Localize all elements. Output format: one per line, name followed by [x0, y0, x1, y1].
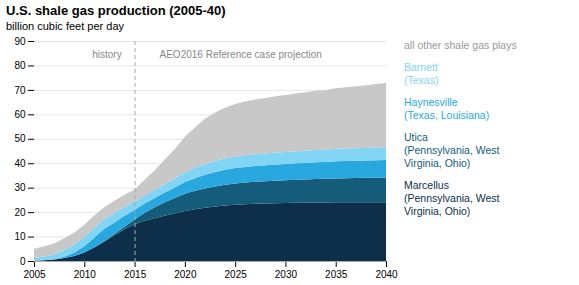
svg-text:2005: 2005 — [23, 269, 46, 280]
html-text:Haynesville (Texas, Louisiana): Haynesville (Texas, Louisiana) — [404, 96, 490, 121]
svg-text:70: 70 — [14, 85, 26, 96]
html-text:all other shale gas plays: all other shale gas plays — [404, 39, 517, 51]
html-text:Marcellus (Pennsylvania, West: Marcellus (Pennsylvania, West Virginia, … — [404, 179, 500, 217]
svg-text:30: 30 — [14, 182, 26, 193]
svg-text:2035: 2035 — [325, 269, 348, 280]
svg-text:2020: 2020 — [174, 269, 197, 280]
svg-text:0: 0 — [20, 256, 26, 267]
svg-text:2010: 2010 — [74, 269, 97, 280]
svg-text:10: 10 — [14, 231, 26, 242]
html-text:billion cubic feet per day: billion cubic feet per day — [6, 20, 124, 32]
html-text:Utica (Pennsylvania, West Virg: Utica (Pennsylvania, West Virginia, Ohio… — [404, 131, 500, 169]
svg-text:2025: 2025 — [225, 269, 248, 280]
svg-text:60: 60 — [14, 109, 26, 120]
svg-text:20: 20 — [14, 207, 26, 218]
svg-text:2030: 2030 — [275, 269, 298, 280]
svg-text:2040: 2040 — [375, 269, 398, 280]
svg-text:history: history — [92, 49, 121, 60]
svg-text:80: 80 — [14, 60, 26, 71]
html-text:U.S. shale gas production (200: U.S. shale gas production (2005-40) — [6, 3, 226, 18]
svg-text:2015: 2015 — [124, 269, 147, 280]
svg-text:AEO2016 Reference case project: AEO2016 Reference case projection — [160, 49, 322, 60]
svg-text:40: 40 — [14, 158, 26, 169]
svg-text:50: 50 — [14, 133, 26, 144]
svg-text:90: 90 — [14, 36, 26, 47]
html-text:Barnett (Texas): Barnett (Texas) — [404, 61, 439, 86]
